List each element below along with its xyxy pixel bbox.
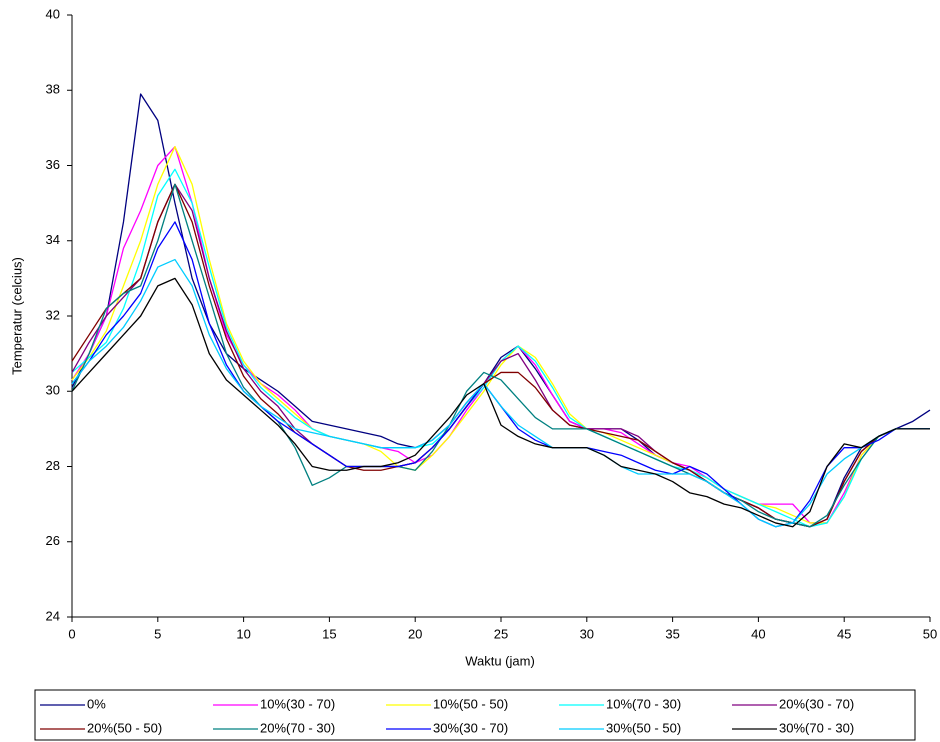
series-line [71, 146, 930, 524]
y-tick-label: 40 [46, 6, 60, 21]
y-tick-label: 26 [46, 533, 60, 548]
x-tick-label: 45 [837, 626, 851, 641]
x-tick-label: 10 [236, 626, 250, 641]
x-tick-label: 25 [494, 626, 508, 641]
legend-label: 10%(70 - 30) [606, 696, 681, 711]
legend-label: 10%(50 - 50) [433, 696, 508, 711]
x-axis-label: Waktu (jam) [465, 653, 535, 668]
x-tick-label: 20 [408, 626, 422, 641]
y-tick-label: 30 [46, 383, 60, 398]
x-tick-label: 35 [665, 626, 679, 641]
legend-label: 30%(50 - 50) [606, 720, 681, 735]
x-tick-label: 40 [751, 626, 765, 641]
series-line [71, 277, 930, 528]
legend-label: 30%(30 - 70) [433, 720, 508, 735]
legend-label: 20%(50 - 50) [87, 720, 162, 735]
x-tick-label: 5 [154, 626, 161, 641]
legend-label: 30%(70 - 30) [779, 720, 854, 735]
legend-label: 20%(30 - 70) [779, 696, 854, 711]
legend-label: 0% [87, 696, 106, 711]
legend-label: 20%(70 - 30) [260, 720, 335, 735]
x-tick-label: 15 [322, 626, 336, 641]
legend-label: 10%(30 - 70) [260, 696, 335, 711]
x-tick-label: 30 [580, 626, 594, 641]
y-tick-label: 34 [46, 232, 60, 247]
legend-box [34, 689, 916, 741]
y-tick-label: 32 [46, 307, 60, 322]
series-line [71, 146, 930, 524]
y-tick-label: 24 [46, 608, 60, 623]
y-tick-label: 28 [46, 458, 60, 473]
x-tick-label: 0 [68, 626, 75, 641]
x-tick-label: 50 [923, 626, 937, 641]
series-line [71, 258, 930, 528]
y-tick-label: 36 [46, 157, 60, 172]
y-axis-label: Temperatur (celcius) [9, 257, 24, 375]
series-line [71, 183, 930, 528]
y-tick-label: 38 [46, 82, 60, 97]
